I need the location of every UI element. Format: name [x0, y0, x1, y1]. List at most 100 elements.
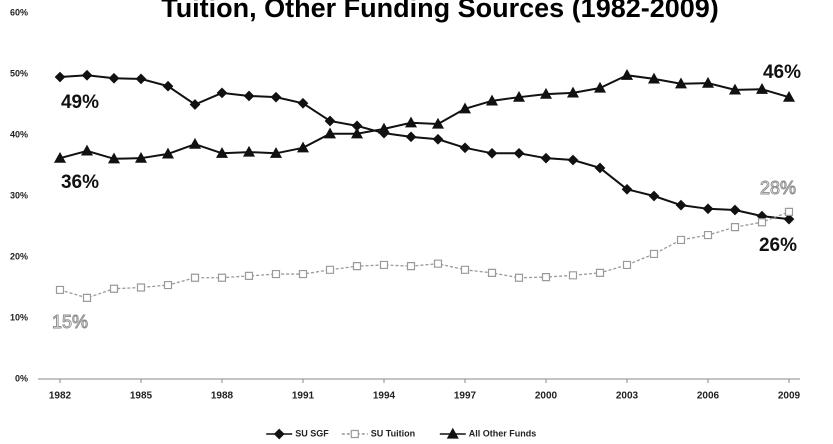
- point: [215, 147, 229, 158]
- y-tick-label: 20%: [10, 251, 28, 261]
- point: [108, 72, 120, 84]
- x-tick-label: 1988: [211, 391, 234, 402]
- y-tick-label: 40%: [10, 129, 28, 139]
- point: [622, 260, 632, 270]
- point: [163, 280, 173, 290]
- point: [135, 73, 147, 85]
- point: [566, 86, 580, 98]
- point: [242, 145, 256, 157]
- point: [567, 154, 579, 166]
- chart-title: Tuition, Other Funding Sources (1982-200…: [161, 0, 719, 23]
- x-tick-label: 2006: [697, 391, 720, 402]
- point: [136, 283, 146, 292]
- point: [109, 284, 119, 293]
- point: [784, 207, 794, 216]
- point: [107, 152, 121, 164]
- series-line: [59, 74, 790, 221]
- point: [647, 72, 661, 84]
- y-tick-label: 50%: [10, 68, 28, 78]
- point: [782, 90, 796, 102]
- point: [216, 87, 228, 99]
- point: [487, 268, 497, 277]
- annotation: 15%: [52, 312, 88, 332]
- series-line: [59, 74, 790, 160]
- point: [324, 115, 336, 127]
- point: [379, 260, 389, 270]
- legend-label: All Other Funds: [469, 428, 537, 438]
- point: [621, 183, 633, 195]
- point: [323, 127, 337, 139]
- x-tick-label: 1994: [373, 391, 396, 402]
- annotation: 49%: [61, 92, 99, 113]
- point: [298, 269, 308, 279]
- point: [297, 97, 309, 109]
- point: [433, 259, 443, 268]
- point: [404, 116, 418, 128]
- point: [703, 230, 713, 240]
- point: [460, 265, 470, 274]
- x-tick-label: 2003: [616, 391, 639, 402]
- point: [620, 68, 634, 80]
- point: [296, 141, 310, 153]
- point: [189, 99, 201, 110]
- point: [730, 223, 740, 232]
- point: [188, 137, 202, 149]
- point: [568, 271, 578, 280]
- point: [134, 151, 148, 163]
- legend-marker: [350, 429, 359, 439]
- point: [512, 90, 526, 102]
- point: [594, 162, 606, 174]
- point: [269, 147, 283, 158]
- point: [675, 199, 687, 211]
- point: [729, 204, 741, 216]
- point: [431, 117, 445, 129]
- point: [755, 83, 769, 94]
- point: [728, 83, 742, 95]
- legend: SU SGF SU Tuition All Other Funds: [266, 427, 537, 440]
- annotation: 36%: [61, 172, 99, 193]
- x-tick-label: 2000: [535, 391, 558, 402]
- x-tick-label: 1991: [292, 391, 315, 402]
- point: [350, 127, 364, 139]
- point: [485, 94, 499, 106]
- point: [595, 268, 605, 277]
- annotation: 46%: [763, 62, 801, 83]
- point: [513, 147, 525, 159]
- legend-label: SU Tuition: [371, 428, 415, 438]
- point: [593, 81, 607, 93]
- point: [352, 262, 362, 271]
- point: [674, 77, 688, 89]
- point: [243, 90, 255, 102]
- point: [244, 271, 254, 281]
- point: [405, 131, 417, 143]
- legend-marker: [273, 428, 285, 440]
- point: [406, 262, 416, 271]
- x-tick-label: 2009: [778, 391, 801, 402]
- point: [676, 235, 686, 245]
- point: [783, 213, 795, 225]
- y-tick-label: 10%: [10, 312, 28, 322]
- point: [161, 147, 175, 159]
- x-tick-label: 1982: [49, 391, 72, 402]
- legend-label: SU SGF: [295, 428, 329, 438]
- point: [217, 273, 227, 282]
- point: [648, 190, 660, 202]
- point: [540, 152, 552, 164]
- point: [757, 218, 767, 227]
- y-tick-label: 60%: [10, 7, 28, 17]
- point: [539, 87, 553, 99]
- point: [54, 71, 66, 83]
- point: [458, 102, 472, 114]
- point: [55, 285, 65, 295]
- annotation: 26%: [759, 235, 797, 256]
- point: [701, 76, 715, 88]
- y-tick-label: 30%: [10, 190, 28, 200]
- point: [649, 249, 659, 259]
- legend-marker: [446, 427, 459, 439]
- point: [541, 273, 551, 282]
- point: [271, 269, 281, 279]
- point: [190, 273, 200, 282]
- point: [270, 91, 282, 103]
- point: [81, 69, 93, 81]
